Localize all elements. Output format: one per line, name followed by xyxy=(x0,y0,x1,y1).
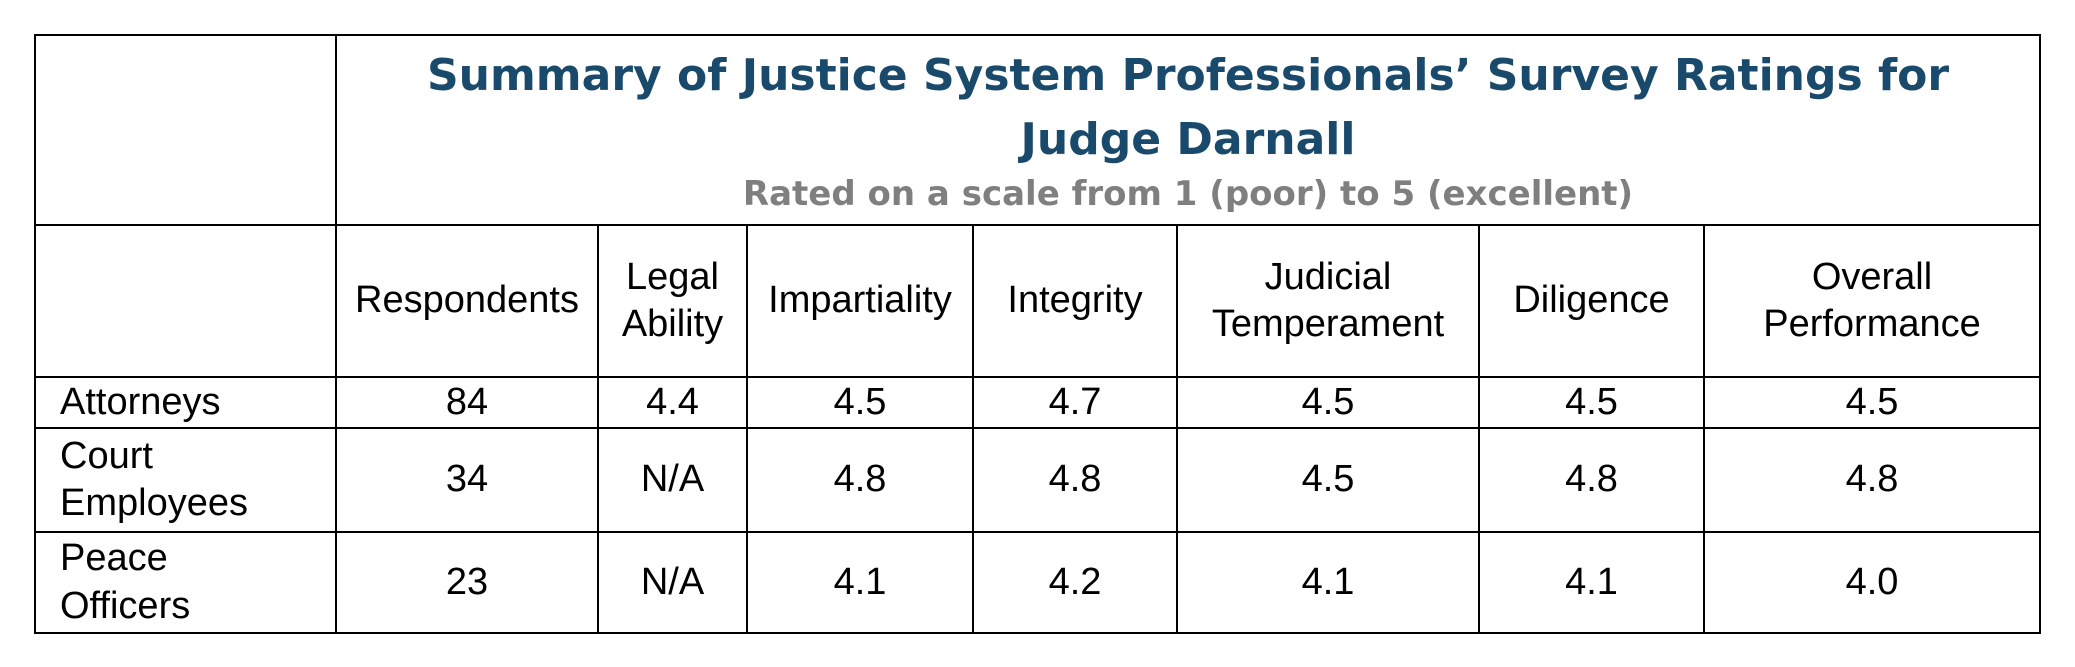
cell: 4.4 xyxy=(597,376,748,429)
data-row: Attorneys 84 4.4 4.5 4.7 4.5 4.5 4.5 xyxy=(34,376,2042,429)
cell: 34 xyxy=(335,427,599,533)
column-header: Legal Ability xyxy=(597,224,748,378)
cell: 4.8 xyxy=(746,427,974,533)
cell: 4.2 xyxy=(972,531,1178,634)
cell: 4.5 xyxy=(1478,376,1705,429)
cell: 4.0 xyxy=(1702,531,2042,634)
data-row: Peace Officers 23 N/A 4.1 4.2 4.1 4.1 4.0 xyxy=(34,531,2042,634)
ratings-table: Summary of Justice System Professionals’… xyxy=(34,34,2042,634)
cell: N/A xyxy=(597,531,748,634)
table-body: Summary of Justice System Professionals’… xyxy=(34,34,2042,634)
cell: 4.5 xyxy=(1176,376,1480,429)
header-row: Respondents Legal Ability Impartiality Inte… xyxy=(34,224,2042,378)
cell: 4.5 xyxy=(1176,427,1480,533)
cell: N/A xyxy=(597,427,748,533)
column-header: Respondents xyxy=(335,224,599,378)
column-header: Integrity xyxy=(972,224,1178,378)
column-header: Judicial Temperament xyxy=(1176,224,1480,378)
cell: 4.8 xyxy=(1702,427,2042,533)
cell: 4.1 xyxy=(746,531,974,634)
cell: 4.8 xyxy=(972,427,1178,533)
cell: 4.5 xyxy=(746,376,974,429)
cell: 4.7 xyxy=(972,376,1178,429)
cell: 4.1 xyxy=(1478,531,1705,634)
column-header: Diligence xyxy=(1478,224,1705,378)
row-label: Peace Officers xyxy=(34,531,337,634)
row-label: Attorneys xyxy=(34,376,337,429)
cell: 84 xyxy=(335,376,599,429)
title-cell: Summary of Justice System Professionals’… xyxy=(334,34,2042,226)
data-row: Court Employees 34 N/A 4.8 4.8 4.5 4.8 4.8 xyxy=(34,427,2042,533)
title: Summary of Justice System Professionals’… xyxy=(426,50,1950,165)
cell: 4.8 xyxy=(1478,427,1705,533)
empty-cell xyxy=(34,34,337,226)
empty-cell xyxy=(34,224,337,378)
subtitle: Rated on a scale from 1 (poor) to 5 (exc… xyxy=(742,173,1634,214)
column-header: Overall Performance xyxy=(1702,224,2042,378)
cell: 4.1 xyxy=(1176,531,1480,634)
cell: 23 xyxy=(335,531,599,634)
row-label: Court Employees xyxy=(34,427,337,533)
cell: 4.5 xyxy=(1702,376,2042,429)
column-header: Impartiality xyxy=(746,224,974,378)
title-row: Summary of Justice System Professionals’… xyxy=(34,34,2042,226)
